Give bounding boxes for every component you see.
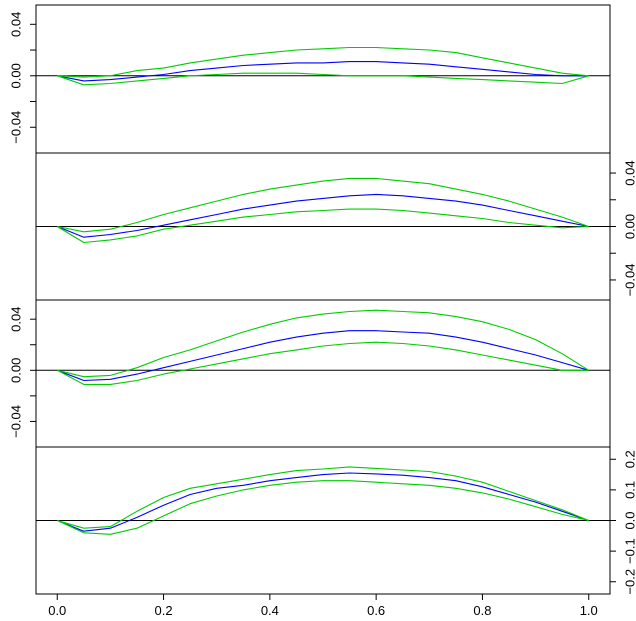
series-lower-band xyxy=(57,72,589,86)
series-lower-band xyxy=(57,480,589,535)
y-tick-label: 0.0 xyxy=(623,511,636,529)
series-upper-band xyxy=(57,466,589,529)
y-tick-label: −0.04 xyxy=(9,111,24,144)
y-tick-label: 0.00 xyxy=(9,358,24,383)
series-lower-band xyxy=(57,208,589,244)
series-lower-band xyxy=(57,341,589,385)
series-upper-band xyxy=(57,309,589,378)
x-tick-label: 0.6 xyxy=(367,603,385,618)
y-tick-label: 0.00 xyxy=(9,63,24,88)
y-tick-label: −0.04 xyxy=(9,405,24,438)
y-tick-label: 0.00 xyxy=(623,214,636,239)
x-tick-label: 0.2 xyxy=(155,603,173,618)
y-tick-label: −0.04 xyxy=(623,264,636,297)
chart-panels: −0.040.000.04−0.040.000.04−0.040.000.04−… xyxy=(9,4,636,618)
x-tick-label: 0.0 xyxy=(48,603,66,618)
y-tick-label: 0.04 xyxy=(9,12,24,37)
series-estimate xyxy=(57,330,589,382)
x-tick-label: 1.0 xyxy=(580,603,598,618)
series-estimate xyxy=(57,61,589,82)
x-tick-label: 0.8 xyxy=(473,603,491,618)
panel-1: −0.04 0.00 0.04 xyxy=(9,4,611,154)
x-tick-label: 0.4 xyxy=(261,603,279,618)
y-tick-label: −0.2 xyxy=(623,569,636,595)
y-tick-label: 0.2 xyxy=(623,450,636,468)
y-tick-label: 0.04 xyxy=(9,307,24,332)
series-estimate xyxy=(57,472,589,532)
series-upper-band xyxy=(57,46,589,78)
y-tick-label: −0.1 xyxy=(623,538,636,564)
series-upper-band xyxy=(57,177,589,233)
y-tick-label: 0.1 xyxy=(623,481,636,499)
panel-4: −0.2 −0.1 0.0 0.1 0.2 0.0 0.2 0.4 0.6 0.8 1.0 xyxy=(35,446,636,618)
y-tick-label: 0.04 xyxy=(623,160,636,185)
panel-2: −0.04 0.00 0.04 xyxy=(35,152,636,301)
panel-3: −0.04 0.00 0.04 xyxy=(9,299,611,448)
series-estimate xyxy=(57,193,589,238)
